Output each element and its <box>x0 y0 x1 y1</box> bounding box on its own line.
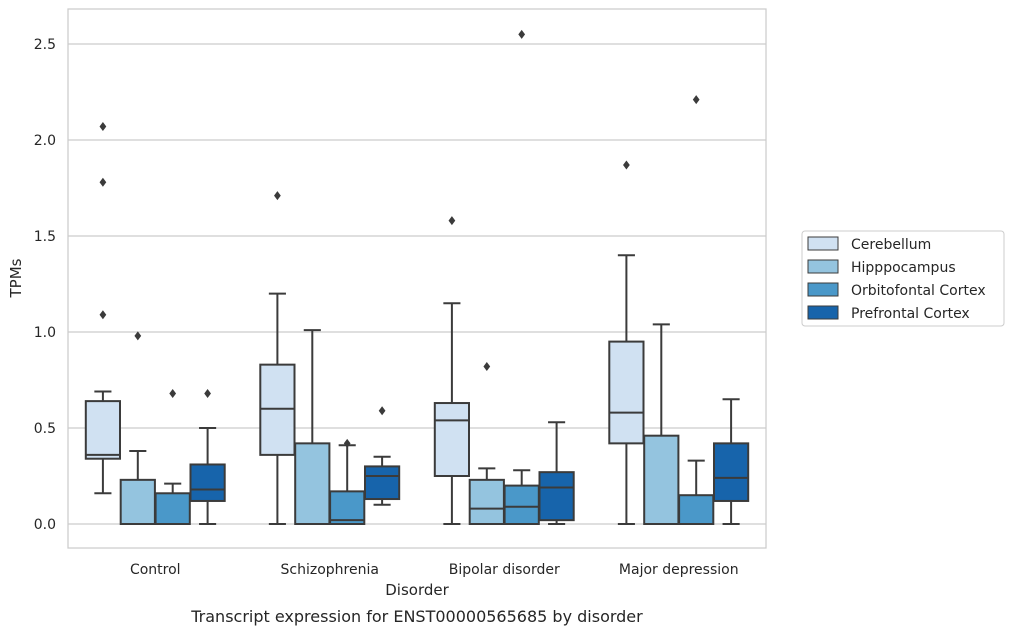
box-bipolar-disorder-orbitofontal-cortex <box>503 29 540 526</box>
legend-label-orbitofontal-cortex: Orbitofontal Cortex <box>851 283 986 299</box>
outlier-point <box>134 331 142 341</box>
outlier-point <box>518 29 526 39</box>
legend-label-prefrontal-cortex: Prefrontal Cortex <box>851 306 970 322</box>
legend-frame <box>801 230 1005 327</box>
outlier-point <box>169 388 177 398</box>
box-bipolar-disorder-prefrontal-cortex <box>538 421 575 525</box>
box-iqr <box>154 492 191 525</box>
box-schizophrenia-prefrontal-cortex <box>363 406 401 506</box>
y-tick-label: 2.5 <box>34 37 56 53</box>
box-major-depression-orbitofontal-cortex <box>678 95 715 526</box>
box-schizophrenia-cerebellum <box>259 191 296 525</box>
y-tick-labels: 0.0 0.5 1.0 1.5 2.0 2.5 <box>34 37 56 533</box>
box-schizophrenia-orbitofontal-cortex <box>329 438 366 525</box>
chart-caption: Transcript expression for ENST0000056568… <box>190 607 643 626</box>
outlier-point <box>99 177 107 187</box>
outlier-point <box>483 362 491 372</box>
outlier-point <box>378 406 386 416</box>
box-control-prefrontal-cortex <box>189 388 226 525</box>
box-schizophrenia-hipppocampus <box>294 329 331 525</box>
outlier-point <box>343 438 351 448</box>
box-iqr <box>608 340 645 445</box>
outlier-point <box>623 160 630 170</box>
box-control-cerebellum <box>84 122 122 495</box>
y-tick-label: 0.5 <box>34 421 56 437</box>
outlier-point <box>99 122 107 132</box>
legend-swatch-cerebellum <box>807 236 839 251</box>
box-iqr <box>712 442 750 502</box>
box-iqr <box>468 478 505 525</box>
y-tick-label: 2.0 <box>34 133 56 149</box>
y-tick-label: 0.0 <box>34 517 56 533</box>
legend-swatch-hipppocampus <box>807 259 839 274</box>
box-iqr <box>538 471 575 522</box>
x-tick-label-schizophrenia: Schizophrenia <box>281 562 379 578</box>
outlier-point <box>448 216 456 226</box>
box-iqr <box>329 490 366 525</box>
box-iqr <box>84 400 122 460</box>
x-tick-label-major-depression: Major depression <box>619 562 739 578</box>
legend-swatch-orbitofontal-cortex <box>807 282 839 297</box>
box-major-depression-hipppocampus <box>643 323 680 525</box>
box-iqr <box>503 484 540 526</box>
box-iqr <box>189 463 226 502</box>
box-iqr <box>119 478 156 525</box>
y-tick-label: 1.0 <box>34 325 56 341</box>
box-iqr <box>678 494 715 526</box>
legend: Cerebellum Hipppocampus Orbitofontal Corte… <box>801 230 1005 327</box>
box-iqr <box>363 465 401 501</box>
box-control-orbitofontal-cortex <box>154 388 191 525</box>
box-bipolar-disorder-hipppocampus <box>468 362 505 525</box>
box-iqr <box>643 434 680 525</box>
outlier-point <box>99 310 107 320</box>
outlier-point <box>204 388 211 398</box>
box-groups <box>84 29 750 526</box>
outlier-point <box>692 95 700 105</box>
box-major-depression-cerebellum <box>608 160 645 525</box>
y-tick-label: 1.5 <box>34 229 56 245</box>
box-major-depression-prefrontal-cortex <box>712 398 750 525</box>
legend-label-hipppocampus: Hipppocampus <box>851 260 956 276</box>
y-axis-title: TPMs <box>7 258 25 298</box>
x-tick-labels: Control Schizophrenia Bipolar disorder Majo… <box>130 562 739 578</box>
outlier-point <box>274 191 281 201</box>
x-tick-label-control: Control <box>130 562 181 578</box>
x-axis-title: Disorder <box>385 581 449 599</box>
plot-frame <box>67 8 767 549</box>
x-tick-label-bipolar-disorder: Bipolar disorder <box>449 562 560 578</box>
box-iqr <box>294 442 331 525</box>
box-iqr <box>433 402 471 478</box>
legend-swatch-prefrontal-cortex <box>807 305 839 320</box>
box-bipolar-disorder-cerebellum <box>433 216 471 525</box>
legend-label-cerebellum: Cerebellum <box>851 237 931 253</box>
